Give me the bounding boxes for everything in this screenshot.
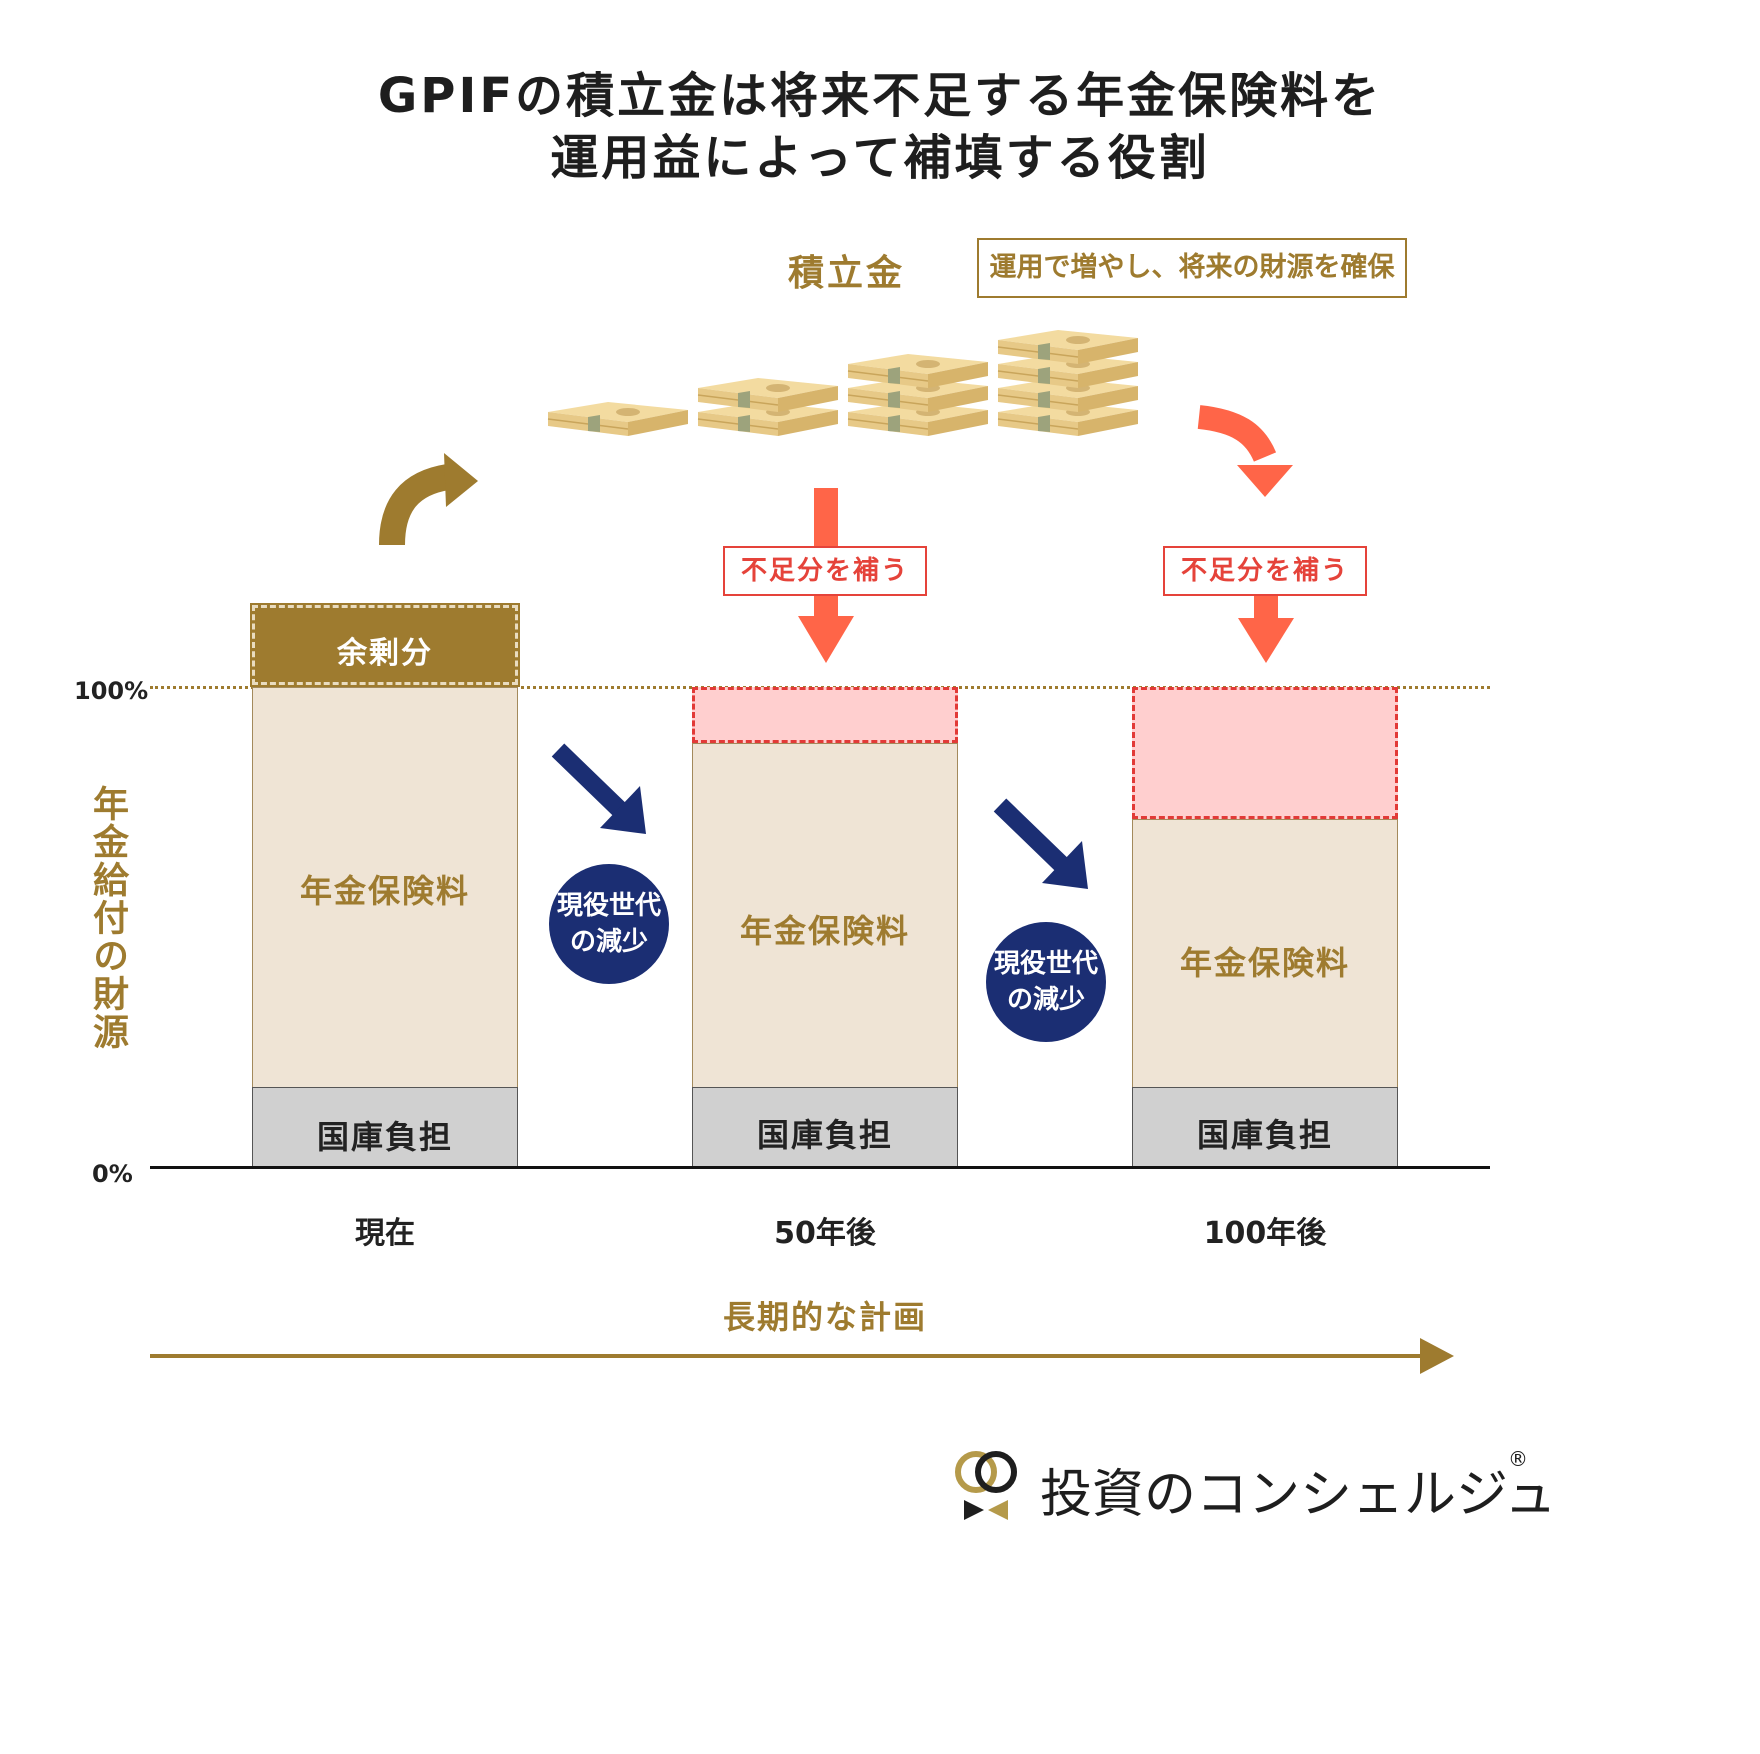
worker-decline-badge-1: 現役世代 の減少 <box>549 864 669 984</box>
x-category-50y: 50年後 <box>774 1216 876 1251</box>
premium-label-50y: 年金保険料 <box>739 912 910 950</box>
surplus-segment <box>250 603 520 687</box>
curved-up-arrow-icon <box>379 453 478 546</box>
money-stack-icon <box>547 330 1139 437</box>
down-arrow-icon-2 <box>1238 590 1294 663</box>
tax-segment-now <box>252 1087 518 1167</box>
shortfall-label-50y: 不足分を補う <box>723 546 927 596</box>
tax-label-100y: 国庫負担 <box>1196 1116 1333 1154</box>
x-category-100y: 100年後 <box>1203 1216 1327 1251</box>
registered-mark: ® <box>1508 1447 1528 1471</box>
decline-arrow-icon-1 <box>551 743 646 834</box>
page-title-line1: GPIFの積立金は将来不足する年金保険料を <box>377 68 1383 124</box>
worker-decline-badge-2: 現役世代 の減少 <box>986 922 1106 1042</box>
shortfall-label-100y: 不足分を補う <box>1163 546 1367 596</box>
tax-label-now: 国庫負担 <box>316 1118 453 1156</box>
y-axis-label: 年金給付の財源 <box>87 785 128 1051</box>
premium-segment-50y <box>692 743 958 1088</box>
page-title-line2: 運用益によって補填する役割 <box>550 130 1210 186</box>
shortfall-segment-50y <box>692 687 958 743</box>
shortfall-segment-100y <box>1132 687 1398 819</box>
premium-label-100y: 年金保険料 <box>1179 944 1350 982</box>
tax-label-50y: 国庫負担 <box>756 1116 893 1154</box>
surplus-label: 余剰分 <box>337 636 433 671</box>
curved-down-arrow-icon <box>1197 405 1293 497</box>
tax-segment-50y <box>692 1087 958 1167</box>
reserve-label: 積立金 <box>788 253 906 294</box>
x-category-now: 現在 <box>355 1216 415 1251</box>
decline-arrow-icon-2 <box>993 798 1088 889</box>
brand-logo-icon <box>955 1451 1017 1520</box>
premium-segment-now <box>252 687 518 1088</box>
money-stack-1 <box>547 401 689 437</box>
timeline-label: 長期的な計画 <box>722 1298 927 1336</box>
premium-segment-100y <box>1132 819 1398 1088</box>
brand-name: 投資のコンシェルジュ <box>1040 1465 1557 1525</box>
y-tick-0: 0% <box>92 1160 133 1188</box>
x-axis-baseline <box>150 1166 1490 1169</box>
premium-label-now: 年金保険料 <box>299 872 470 910</box>
timeline-arrow-icon <box>150 1338 1454 1374</box>
tax-segment-100y <box>1132 1087 1398 1167</box>
y-tick-100: 100% <box>74 677 149 705</box>
reserve-note-box: 運用で増やし、将来の財源を確保 <box>977 238 1407 298</box>
